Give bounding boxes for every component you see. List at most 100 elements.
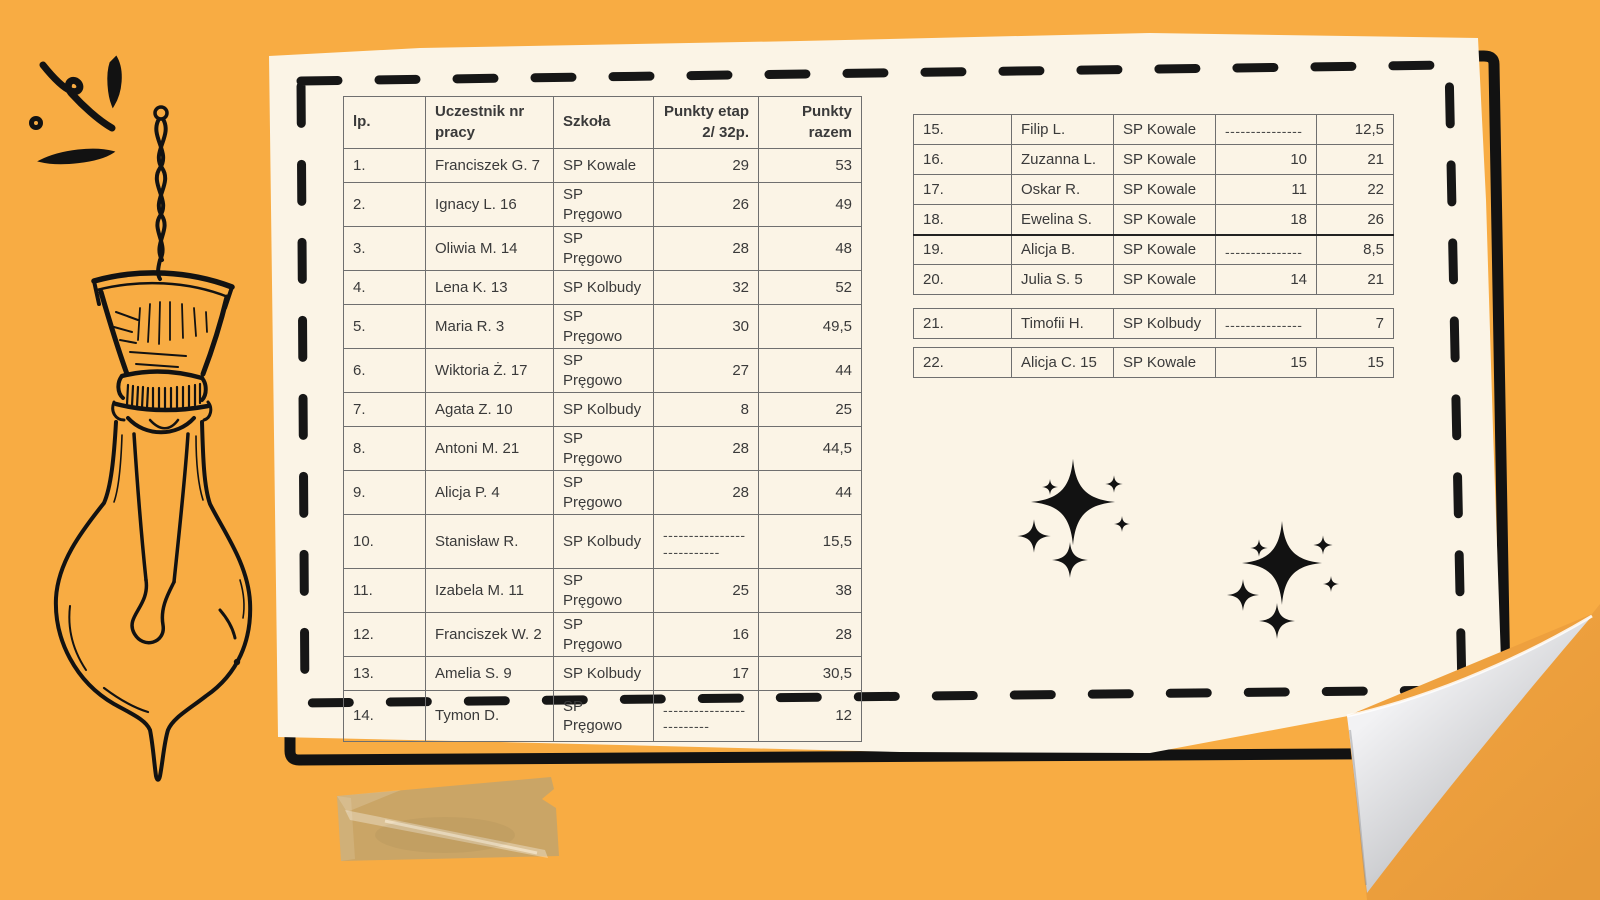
table-cell: 21 <box>1316 144 1394 175</box>
page-curl <box>1346 604 1600 900</box>
table-cell: 21. <box>913 308 1012 339</box>
table-row: 5. Maria R. 3 SP Pręgowo 30 49,5 <box>343 304 862 349</box>
table-cell: 7. <box>343 392 426 427</box>
table-cell: ------------------------- <box>653 690 759 742</box>
table-cell: SP Pręgowo <box>553 304 654 349</box>
sparkle-cluster-left <box>1017 458 1130 578</box>
table-cell: 20. <box>913 264 1012 295</box>
table-cell: 11 <box>1215 174 1317 205</box>
column-header: lp. <box>343 96 426 149</box>
table-cell: SP Kolbudy <box>553 656 654 691</box>
table-header: lp. Uczestnik nr pracy Szkoła Punkty etap 2… <box>343 96 862 149</box>
table-cell: 13. <box>343 656 426 691</box>
table-cell: 12,5 <box>1316 114 1394 145</box>
table-cell: SP Pręgowo <box>553 226 654 271</box>
table-cell: 14 <box>1215 264 1317 295</box>
table-row: 8. Antoni M. 21 SP Pręgowo 28 44,5 <box>343 426 862 471</box>
table-cell: 48 <box>758 226 862 271</box>
table-cell: 32 <box>653 270 759 305</box>
table-cell: 8 <box>653 392 759 427</box>
table-cell: 38 <box>758 568 862 613</box>
table-cell: Maria R. 3 <box>425 304 554 349</box>
table-cell: 30,5 <box>758 656 862 691</box>
table-row: 13. Amelia S. 9 SP Kolbudy 17 30,5 <box>343 656 862 691</box>
results-table-row21: 21. Timofii H. SP Kolbudy --------------- 7 <box>913 308 1394 339</box>
light-bulb-illustration <box>29 55 253 782</box>
table-cell: 44 <box>758 470 862 515</box>
table-cell: 10 <box>1215 144 1317 175</box>
table-cell: 28 <box>653 470 759 515</box>
table-cell: Filip L. <box>1011 114 1114 145</box>
results-table-main: lp. Uczestnik nr pracy Szkoła Punkty etap 2… <box>343 96 862 742</box>
table-cell: Izabela M. 11 <box>425 568 554 613</box>
table-cell: SP Kowale <box>1113 264 1216 295</box>
table-cell: Antoni M. 21 <box>425 426 554 471</box>
table-cell: 25 <box>653 568 759 613</box>
table-cell: Franciszek W. 2 <box>425 612 554 657</box>
table-cell: 11. <box>343 568 426 613</box>
table-cell: 28 <box>758 612 862 657</box>
table-cell: 15 <box>1316 347 1394 378</box>
table-cell: Alicja P. 4 <box>425 470 554 515</box>
table-cell: Amelia S. 9 <box>425 656 554 691</box>
table-cell: SP Kolbudy <box>1113 308 1216 339</box>
table-cell: 17. <box>913 174 1012 205</box>
column-header: Punkty razem <box>758 96 862 149</box>
table-row: 7. Agata Z. 10 SP Kolbudy 8 25 <box>343 392 862 427</box>
table-cell: 7 <box>1316 308 1394 339</box>
table-cell: SP Kowale <box>1113 347 1216 378</box>
table-cell: Julia S. 5 <box>1011 264 1114 295</box>
column-header: Punkty etap 2/ 32p. <box>653 96 759 149</box>
table-cell: 12. <box>343 612 426 657</box>
lamp-socket <box>91 270 235 435</box>
table-cell: Agata Z. 10 <box>425 392 554 427</box>
table-cell: Tymon D. <box>425 690 554 742</box>
table-cell: --------------------------- <box>653 514 759 569</box>
table-cell: 14. <box>343 690 426 742</box>
table-cell: 26 <box>653 182 759 227</box>
table-cell: Ewelina S. <box>1011 204 1114 235</box>
table-cell: --------------- <box>1215 308 1317 339</box>
table-cell: 6. <box>343 348 426 393</box>
table-row: 2. Ignacy L. 16 SP Pręgowo 26 49 <box>343 182 862 227</box>
table-cell: SP Pręgowo <box>553 568 654 613</box>
table-cell: 28 <box>653 226 759 271</box>
table-row: 3. Oliwia M. 14 SP Pręgowo 28 48 <box>343 226 862 271</box>
table-cell: Zuzanna L. <box>1011 144 1114 175</box>
tape-strip <box>337 777 559 861</box>
table-cell: Wiktoria Ż. 17 <box>425 348 554 393</box>
table-cell: 30 <box>653 304 759 349</box>
table-cell: 8,5 <box>1316 233 1394 265</box>
table-cell: SP Kowale <box>1113 174 1216 205</box>
table-cell: 10. <box>343 514 426 569</box>
table-row: 16. Zuzanna L. SP Kowale 10 21 <box>913 144 1394 175</box>
table-cell: Alicja B. <box>1011 233 1114 265</box>
table-cell: 49 <box>758 182 862 227</box>
table-cell: Lena K. 13 <box>425 270 554 305</box>
results-table-right: 15. Filip L. SP Kowale --------------- 12,5 1… <box>913 114 1394 295</box>
lamp-bulb <box>53 420 253 782</box>
table-cell: 8. <box>343 426 426 471</box>
table-row: 10. Stanisław R. SP Kolbudy ---------------… <box>343 514 862 569</box>
table-header-row: lp. Uczestnik nr pracy Szkoła Punkty etap 2… <box>343 96 862 149</box>
column-header: Uczestnik nr pracy <box>425 96 554 149</box>
table-row: 22. Alicja C. 15 SP Kowale 15 15 <box>913 347 1394 378</box>
table-cell: 44 <box>758 348 862 393</box>
table-row: 20. Julia S. 5 SP Kowale 14 21 <box>913 264 1394 295</box>
table-cell: 22 <box>1316 174 1394 205</box>
table-cell: Ignacy L. 16 <box>425 182 554 227</box>
table-cell: SP Pręgowo <box>553 348 654 393</box>
table-cell: SP Kowale <box>1113 144 1216 175</box>
table-cell: SP Pręgowo <box>553 612 654 657</box>
table-cell: SP Kolbudy <box>553 392 654 427</box>
table-row: 18. Ewelina S. SP Kowale 18 26 <box>913 204 1394 235</box>
table-cell: 16 <box>653 612 759 657</box>
table-cell: 44,5 <box>758 426 862 471</box>
table-cell: SP Pręgowo <box>553 690 654 742</box>
table-cell: 16. <box>913 144 1012 175</box>
table-cell: 9. <box>343 470 426 515</box>
table-cell: 15. <box>913 114 1012 145</box>
table-cell: 15,5 <box>758 514 862 569</box>
table-cell: 49,5 <box>758 304 862 349</box>
